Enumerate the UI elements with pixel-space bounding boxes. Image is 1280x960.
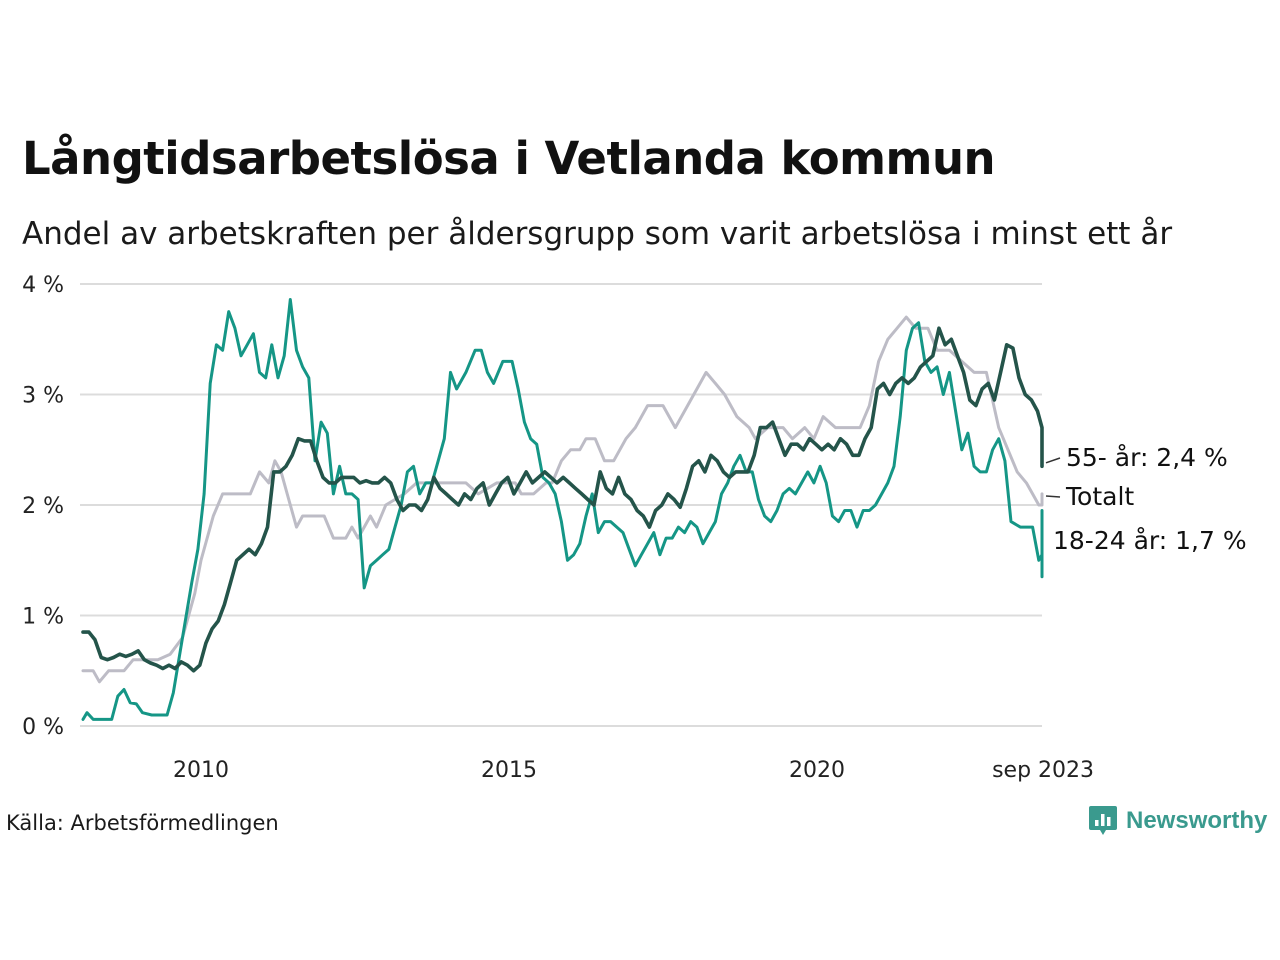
- series-line-total: [81, 315, 1044, 684]
- y-tick-label: 2 %: [22, 494, 64, 519]
- y-tick-label: 0 %: [22, 715, 64, 740]
- label-leader-total: [1045, 495, 1061, 498]
- series-line-s55: [81, 326, 1044, 673]
- bar-chart-icon: [1089, 806, 1117, 835]
- x-tick-label: 2015: [481, 758, 537, 783]
- y-tick-label: 4 %: [22, 273, 64, 298]
- series-label-youth: 18-24 år: 1,7 %: [1053, 526, 1247, 555]
- brand-logo[interactable]: Newsworthy: [1088, 804, 1267, 838]
- series-line-youth: [81, 298, 1044, 721]
- label-leader-s55: [1045, 457, 1061, 464]
- x-tick-label: 2020: [789, 758, 845, 783]
- source-note: Källa: Arbetsförmedlingen: [6, 811, 279, 835]
- chart-subtitle: Andel av arbetskraften per åldersgrupp s…: [22, 216, 1173, 252]
- brand-name: Newsworthy: [1126, 807, 1268, 834]
- y-tick-label: 1 %: [22, 605, 64, 630]
- x-tick-label: sep 2023: [992, 758, 1094, 783]
- x-tick-label: 2010: [173, 758, 229, 783]
- chart-title: Långtidsarbetslösa i Vetlanda kommun: [22, 132, 996, 185]
- series-label-s55: 55- år: 2,4 %: [1066, 443, 1228, 472]
- y-tick-label: 3 %: [22, 384, 64, 409]
- series-label-total: Totalt: [1065, 482, 1134, 511]
